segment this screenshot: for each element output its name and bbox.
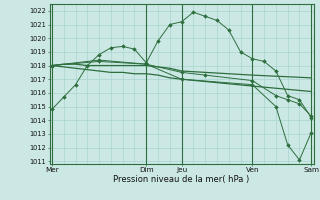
X-axis label: Pression niveau de la mer( hPa ): Pression niveau de la mer( hPa ) [114, 175, 250, 184]
